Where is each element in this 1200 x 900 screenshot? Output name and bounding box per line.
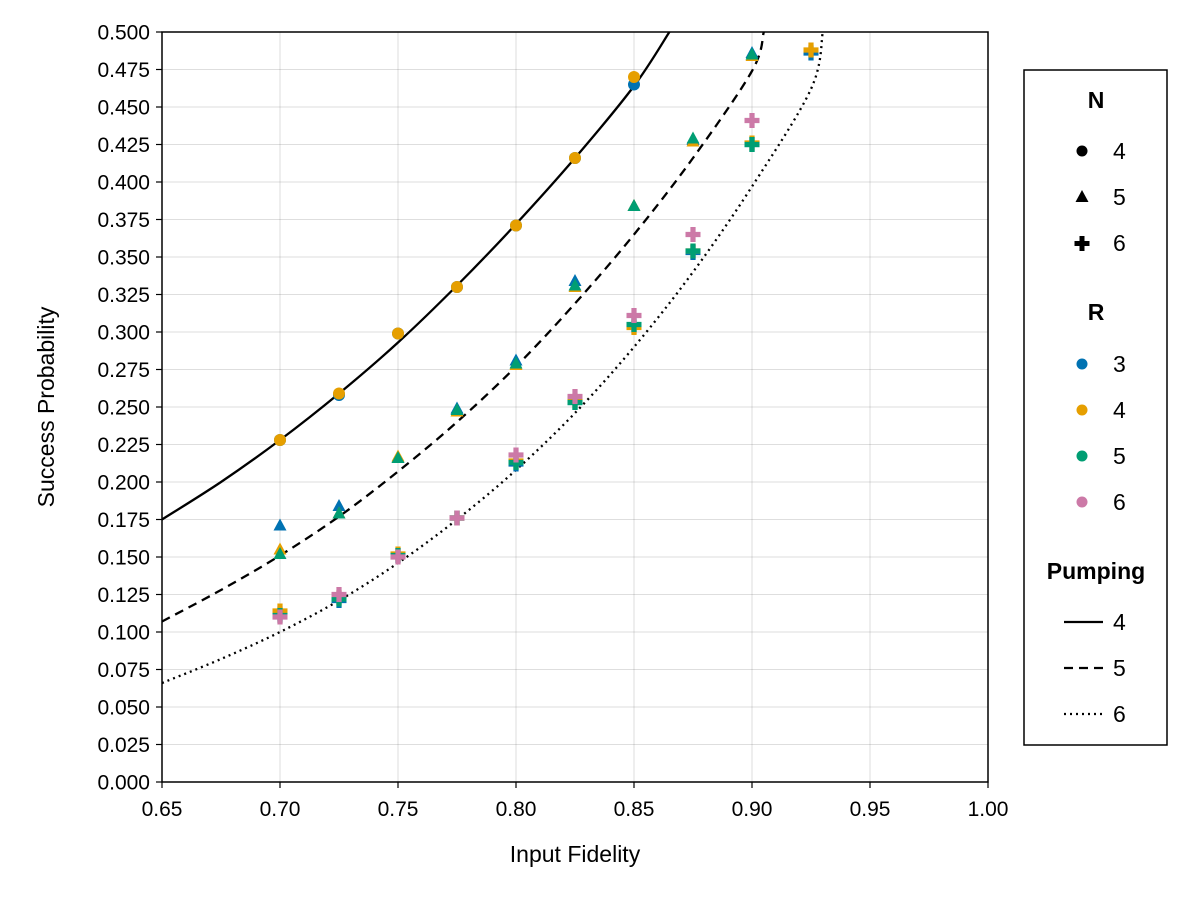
y-tick-label: 0.450 <box>97 97 150 120</box>
x-tick-label: 0.70 <box>260 798 301 821</box>
triangle-marker-icon <box>1075 190 1089 202</box>
y-tick-label: 0.225 <box>97 434 150 457</box>
data-point-n6-r6 <box>272 609 288 625</box>
data-point-n5-r5 <box>332 506 346 519</box>
data-point-n5-r5 <box>568 278 582 291</box>
data-point-n6-r6 <box>508 447 524 463</box>
data-point-n4-r4 <box>333 387 345 400</box>
data-point-n5-r5 <box>391 451 405 463</box>
y-tick-label: 0.475 <box>97 59 150 82</box>
y-tick-label: 0.350 <box>97 247 150 270</box>
y-tick-label: 0.325 <box>97 284 150 307</box>
data-point-n5-r5 <box>745 47 759 60</box>
y-tick-label: 0.425 <box>97 134 150 157</box>
y-tick-label: 0.050 <box>97 697 150 720</box>
data-point-n6-r5 <box>626 317 642 332</box>
x-axis-title: Input Fidelity <box>510 841 641 867</box>
data-point-n6-r4 <box>803 42 819 58</box>
y-tick-label: 0.075 <box>97 659 150 682</box>
legend-item-n-5: 5 <box>1075 184 1126 210</box>
legend-item-r-6: 6 <box>1076 489 1126 515</box>
y-tick-label: 0.250 <box>97 397 150 420</box>
data-point-n5-r3 <box>273 518 287 531</box>
legend-item-n-4: 4 <box>1076 138 1126 164</box>
data-point-n4-r4 <box>569 152 581 164</box>
y-tick-label: 0.100 <box>97 622 150 645</box>
data-point-n6-r6 <box>567 389 583 404</box>
data-point-n4-r4 <box>628 71 640 83</box>
x-tick-label: 1.00 <box>968 798 1009 821</box>
legend-box <box>1023 69 1168 746</box>
data-point-n6-r6 <box>449 510 465 526</box>
data-point-n5-r5 <box>273 547 287 559</box>
y-tick-label: 0.150 <box>97 547 150 570</box>
y-axis-title: Success Probability <box>33 306 59 507</box>
data-point-n6-r5 <box>685 243 701 259</box>
x-tick-label: 0.95 <box>850 798 891 821</box>
data-point-n4-r4 <box>392 327 404 340</box>
data-point-n6-r6 <box>331 587 347 603</box>
data-point-n6-r5 <box>744 137 760 152</box>
x-tick-label: 0.65 <box>142 798 183 821</box>
legend: N 4 5 6 R 3 4 5 6 Pumping <box>1023 69 1168 746</box>
x-tick-label: 0.90 <box>732 798 773 821</box>
data-point-n5-r5 <box>686 131 700 144</box>
legend-label: 4 <box>1113 138 1126 164</box>
legend-item-pumping-5: 5 <box>1064 655 1126 681</box>
y-tick-label: 0.375 <box>97 209 150 232</box>
legend-item-r-4: 4 <box>1076 397 1126 423</box>
data-point-n4-r4 <box>274 434 286 446</box>
legend-title-n: N <box>1088 87 1105 113</box>
circle-marker-icon <box>1076 145 1088 157</box>
y-tick-label: 0.025 <box>97 734 150 757</box>
legend-item-pumping-4: 4 <box>1064 609 1126 635</box>
color-swatch-icon <box>1076 358 1088 370</box>
y-tick-label: 0.125 <box>97 584 150 607</box>
y-tick-label: 0.000 <box>97 772 150 795</box>
legend-label: 6 <box>1113 489 1126 515</box>
fit-curve-pumping-4 <box>162 32 671 521</box>
legend-title-r: R <box>1088 299 1105 325</box>
data-points <box>272 42 819 625</box>
data-point-n6-r6 <box>390 549 406 565</box>
axis-ticks: 0.65 0.70 0.75 0.80 0.85 0.90 0.95 1.00 0.000 0.0… <box>97 22 1008 822</box>
data-point-n4-r4 <box>510 219 522 232</box>
legend-label: 4 <box>1113 609 1126 635</box>
legend-item-n-6: 6 <box>1074 230 1126 256</box>
color-swatch-icon <box>1076 404 1088 416</box>
legend-label: 5 <box>1113 184 1126 210</box>
legend-item-r-3: 3 <box>1076 351 1126 377</box>
y-tick-label: 0.300 <box>97 322 150 345</box>
data-point-n5-r5 <box>627 199 641 211</box>
legend-label: 5 <box>1113 443 1126 469</box>
x-tick-label: 0.85 <box>614 798 655 821</box>
legend-item-pumping-6: 6 <box>1064 701 1126 727</box>
x-tick-label: 0.75 <box>378 798 419 821</box>
x-tick-label: 0.80 <box>496 798 537 821</box>
legend-label: 5 <box>1113 655 1126 681</box>
data-point-n5-r5 <box>509 356 523 369</box>
data-point-n5-r5 <box>450 403 464 415</box>
y-tick-label: 0.200 <box>97 472 150 495</box>
data-point-n4-r4 <box>451 281 463 293</box>
y-tick-label: 0.500 <box>97 22 150 45</box>
data-point-n5-r3 <box>332 499 346 511</box>
color-swatch-icon <box>1076 450 1088 462</box>
legend-label: 6 <box>1113 701 1126 727</box>
cross-marker-icon <box>1074 236 1090 251</box>
y-tick-label: 0.275 <box>97 359 150 382</box>
legend-label: 6 <box>1113 230 1126 256</box>
legend-label: 4 <box>1113 397 1126 423</box>
color-swatch-icon <box>1076 496 1088 508</box>
y-tick-label: 0.400 <box>97 172 150 195</box>
data-point-n6-r6 <box>744 113 760 128</box>
legend-item-r-5: 5 <box>1076 443 1126 469</box>
data-point-n6-r6 <box>626 308 642 323</box>
data-point-n6-r6 <box>685 227 701 242</box>
legend-title-pumping: Pumping <box>1047 558 1145 584</box>
y-tick-label: 0.175 <box>97 509 150 532</box>
legend-label: 3 <box>1113 351 1126 377</box>
